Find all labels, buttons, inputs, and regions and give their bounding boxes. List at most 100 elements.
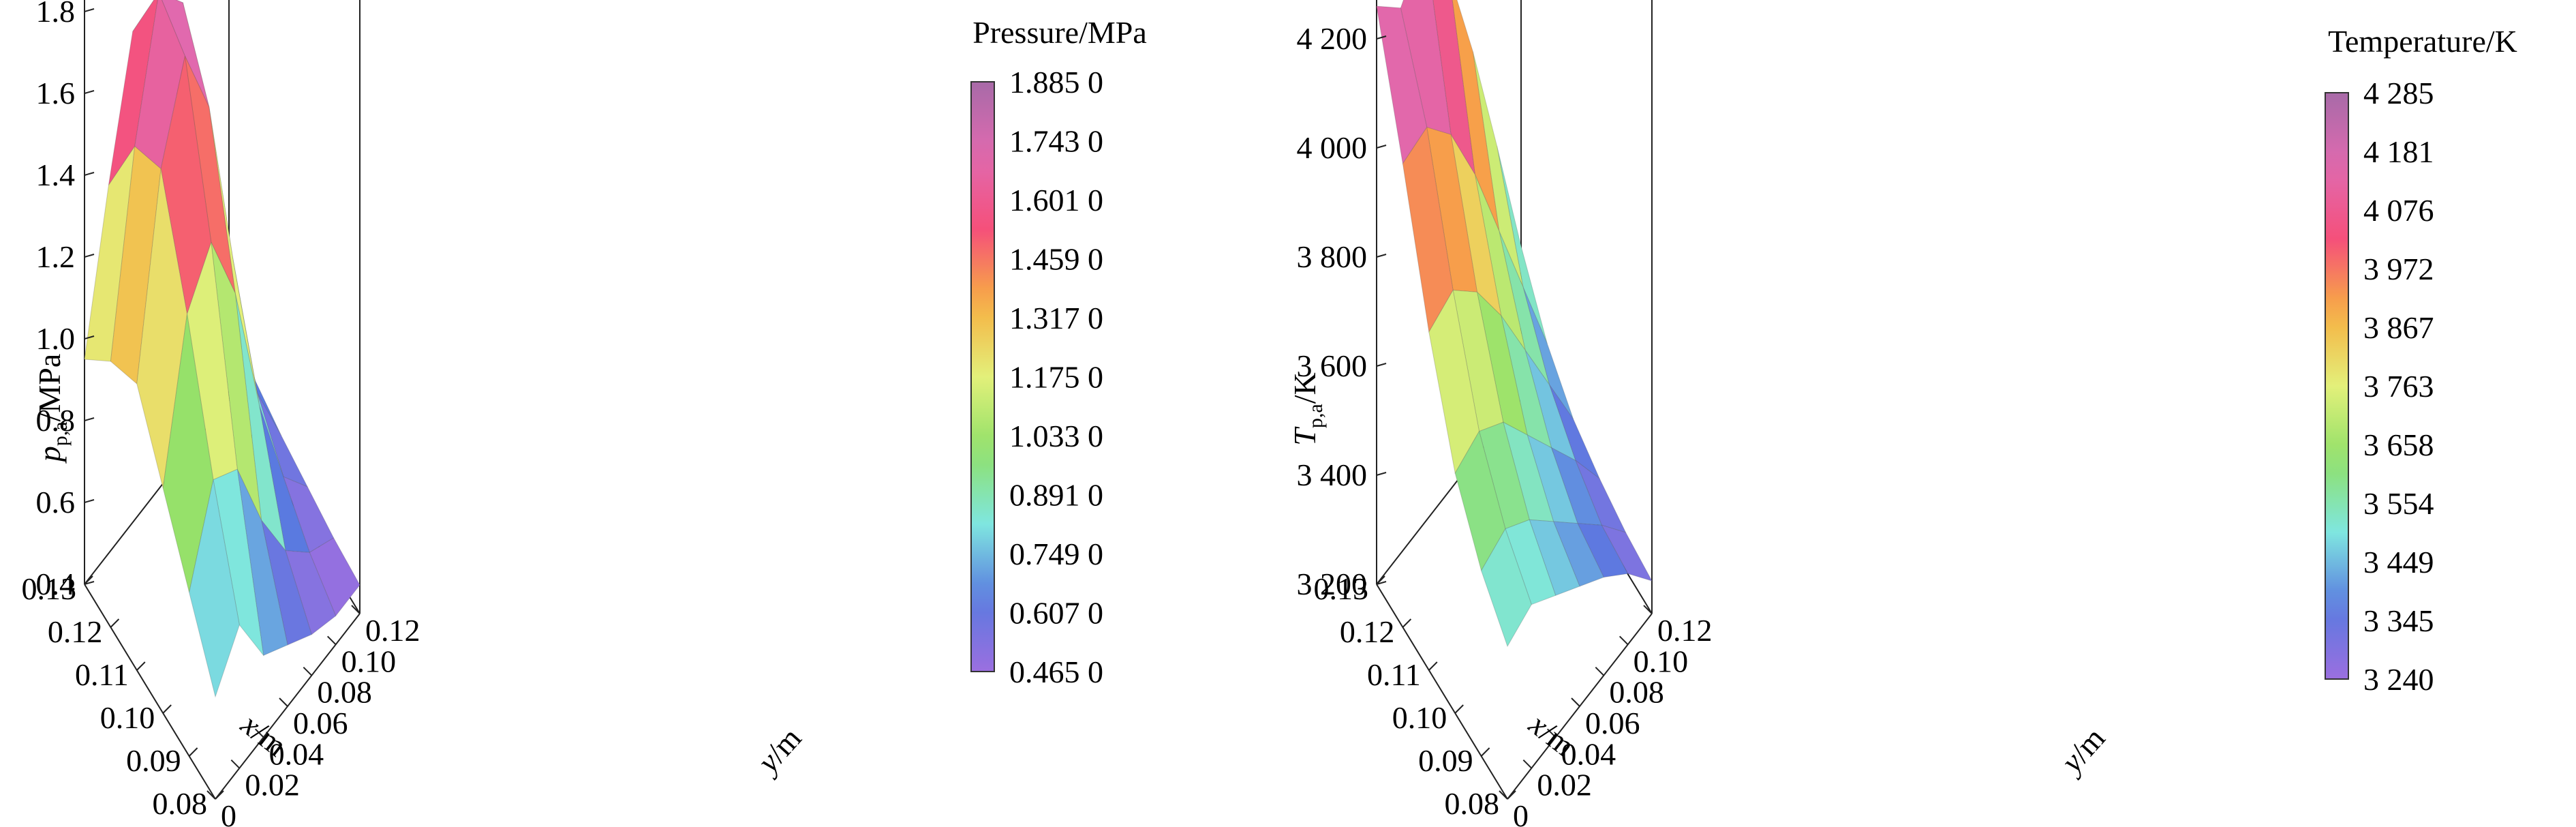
surface-patch [1503, 421, 1554, 522]
axes-box-edge [1376, 584, 1508, 800]
x-tick-label: 0.09 [1418, 743, 1473, 778]
z-tick-mark [84, 172, 95, 176]
surface-patch [213, 468, 264, 657]
y-tick-label: 0.10 [1634, 644, 1689, 678]
y-tick-label: 0.02 [245, 768, 300, 802]
z-tick-label: 1.4 [36, 157, 76, 192]
x-tick-mark [136, 661, 146, 671]
z-tick-mark [84, 254, 95, 258]
surface-patch [162, 314, 214, 593]
x-tick-mark [162, 704, 172, 714]
pressure-chart: 0.40.60.81.01.21.41.61.82.00.080.090.100… [22, 0, 1147, 827]
colorbar-tick-label: 4 285 [2363, 76, 2434, 110]
temperature-colorbar-bar [2325, 92, 2349, 680]
pressure-y-axis-label: y/m [749, 721, 808, 781]
x-tick-mark [1507, 790, 1516, 800]
colorbar-tick-label: 3 345 [2363, 603, 2434, 638]
surface-patch [1402, 126, 1454, 333]
surface-patch [189, 479, 240, 698]
x-tick-mark [1402, 618, 1412, 628]
y-tick-mark [326, 635, 337, 646]
y-tick-label: 0.04 [1561, 736, 1616, 771]
surface-patch [1527, 434, 1578, 524]
z-tick-label: 1.0 [36, 321, 76, 356]
colorbar-tick-label: 1.885 0 [1009, 65, 1103, 100]
surface-patch [1505, 519, 1557, 605]
x-tick-label: 0.10 [100, 700, 155, 735]
y-tick-mark [1546, 728, 1557, 738]
x-tick-label: 0.12 [1340, 614, 1395, 649]
colorbar-tick-label: 3 240 [2363, 662, 2434, 697]
surface-patch [1552, 521, 1605, 587]
x-tick-label: 0.11 [1367, 657, 1421, 692]
y-tick-mark [230, 759, 241, 769]
colorbar-tick-label: 3 658 [2363, 427, 2434, 462]
colorbar-tick-label: 3 867 [2363, 310, 2434, 345]
y-tick-label: 0.10 [341, 644, 396, 678]
surface-patch [1454, 430, 1506, 572]
x-tick-label: 0.13 [22, 571, 77, 606]
colorbar-tick-label: 1.033 0 [1009, 419, 1103, 453]
z-tick-mark [1376, 254, 1387, 258]
temperature-colorbar-ticks: 4 285 4 181 4 076 3 972 3 867 3 763 3 658 3 554… [2363, 76, 2434, 697]
x-tick-label: 0.12 [48, 614, 103, 649]
z-tick-label: 4 000 [1297, 130, 1368, 165]
y-tick-label: 0.08 [1609, 675, 1664, 710]
y-tick-mark [254, 728, 264, 738]
y-tick-label: 0.04 [269, 736, 324, 771]
temperature-y-axis-label: y/m [2053, 721, 2112, 781]
temperature-colorbar: Temperature/K 4 285 4 181 4 076 3 972 3 867 3… [2325, 24, 2517, 697]
pressure-axis-ticks: 0.40.60.81.01.21.41.61.82.00.080.090.100… [22, 0, 420, 827]
surface-patch [1577, 523, 1629, 578]
x-tick-label: 0.11 [75, 657, 129, 692]
z-tick-mark [1376, 363, 1387, 367]
x-tick-mark [1480, 747, 1490, 757]
surface-patch [1478, 421, 1530, 530]
colorbar-tick-label: 0.891 0 [1009, 478, 1103, 513]
colorbar-tick-label: 3 763 [2363, 369, 2434, 404]
y-tick-mark [303, 666, 313, 676]
y-tick-mark [1619, 635, 1629, 646]
z-tick-mark [84, 335, 95, 340]
z-tick-label: 3 800 [1297, 239, 1368, 274]
z-tick-mark [84, 90, 95, 94]
colorbar-tick-label: 3 449 [2363, 545, 2434, 580]
pressure-colorbar-bar [970, 81, 995, 672]
pressure-surface [84, 0, 361, 698]
surface-patch [1481, 528, 1532, 648]
colorbar-tick-label: 4 076 [2363, 193, 2434, 228]
z-tick-mark [84, 499, 95, 503]
y-tick-mark [1595, 666, 1605, 676]
z-tick-label: 1.6 [36, 76, 76, 110]
temperature-colorbar-title: Temperature/K [2328, 24, 2517, 59]
x-tick-mark [188, 747, 198, 757]
x-tick-mark [215, 790, 224, 800]
pressure-colorbar-title: Pressure/MPa [972, 15, 1147, 50]
surface-patch [285, 550, 337, 635]
colorbar-tick-label: 1.601 0 [1009, 183, 1103, 217]
y-tick-mark [1571, 697, 1580, 707]
x-tick-mark [84, 575, 93, 585]
x-tick-mark [1454, 704, 1464, 714]
z-tick-label: 3 200 [1297, 567, 1368, 601]
pressure-z-axis-label: pp,a/MPa [32, 354, 72, 464]
surface-patch [209, 106, 260, 406]
y-tick-mark [279, 697, 288, 707]
y-tick-label: 0.12 [365, 613, 420, 648]
x-tick-mark [1428, 661, 1438, 671]
z-tick-label: 3 600 [1297, 348, 1368, 383]
y-tick-label: 0.12 [1657, 613, 1713, 648]
y-tick-mark [351, 605, 361, 614]
z-tick-label: 0.6 [36, 485, 76, 520]
x-tick-label: 0.10 [1392, 700, 1447, 735]
x-tick-label: 0.09 [126, 743, 181, 778]
x-tick-label: 0.08 [153, 786, 208, 821]
z-tick-mark [1376, 35, 1387, 40]
z-tick-mark [1376, 472, 1387, 476]
colorbar-tick-label: 1.317 0 [1009, 301, 1103, 335]
z-tick-mark [84, 417, 95, 421]
y-tick-mark [1522, 759, 1533, 769]
colorbar-tick-label: 0.749 0 [1009, 537, 1103, 571]
